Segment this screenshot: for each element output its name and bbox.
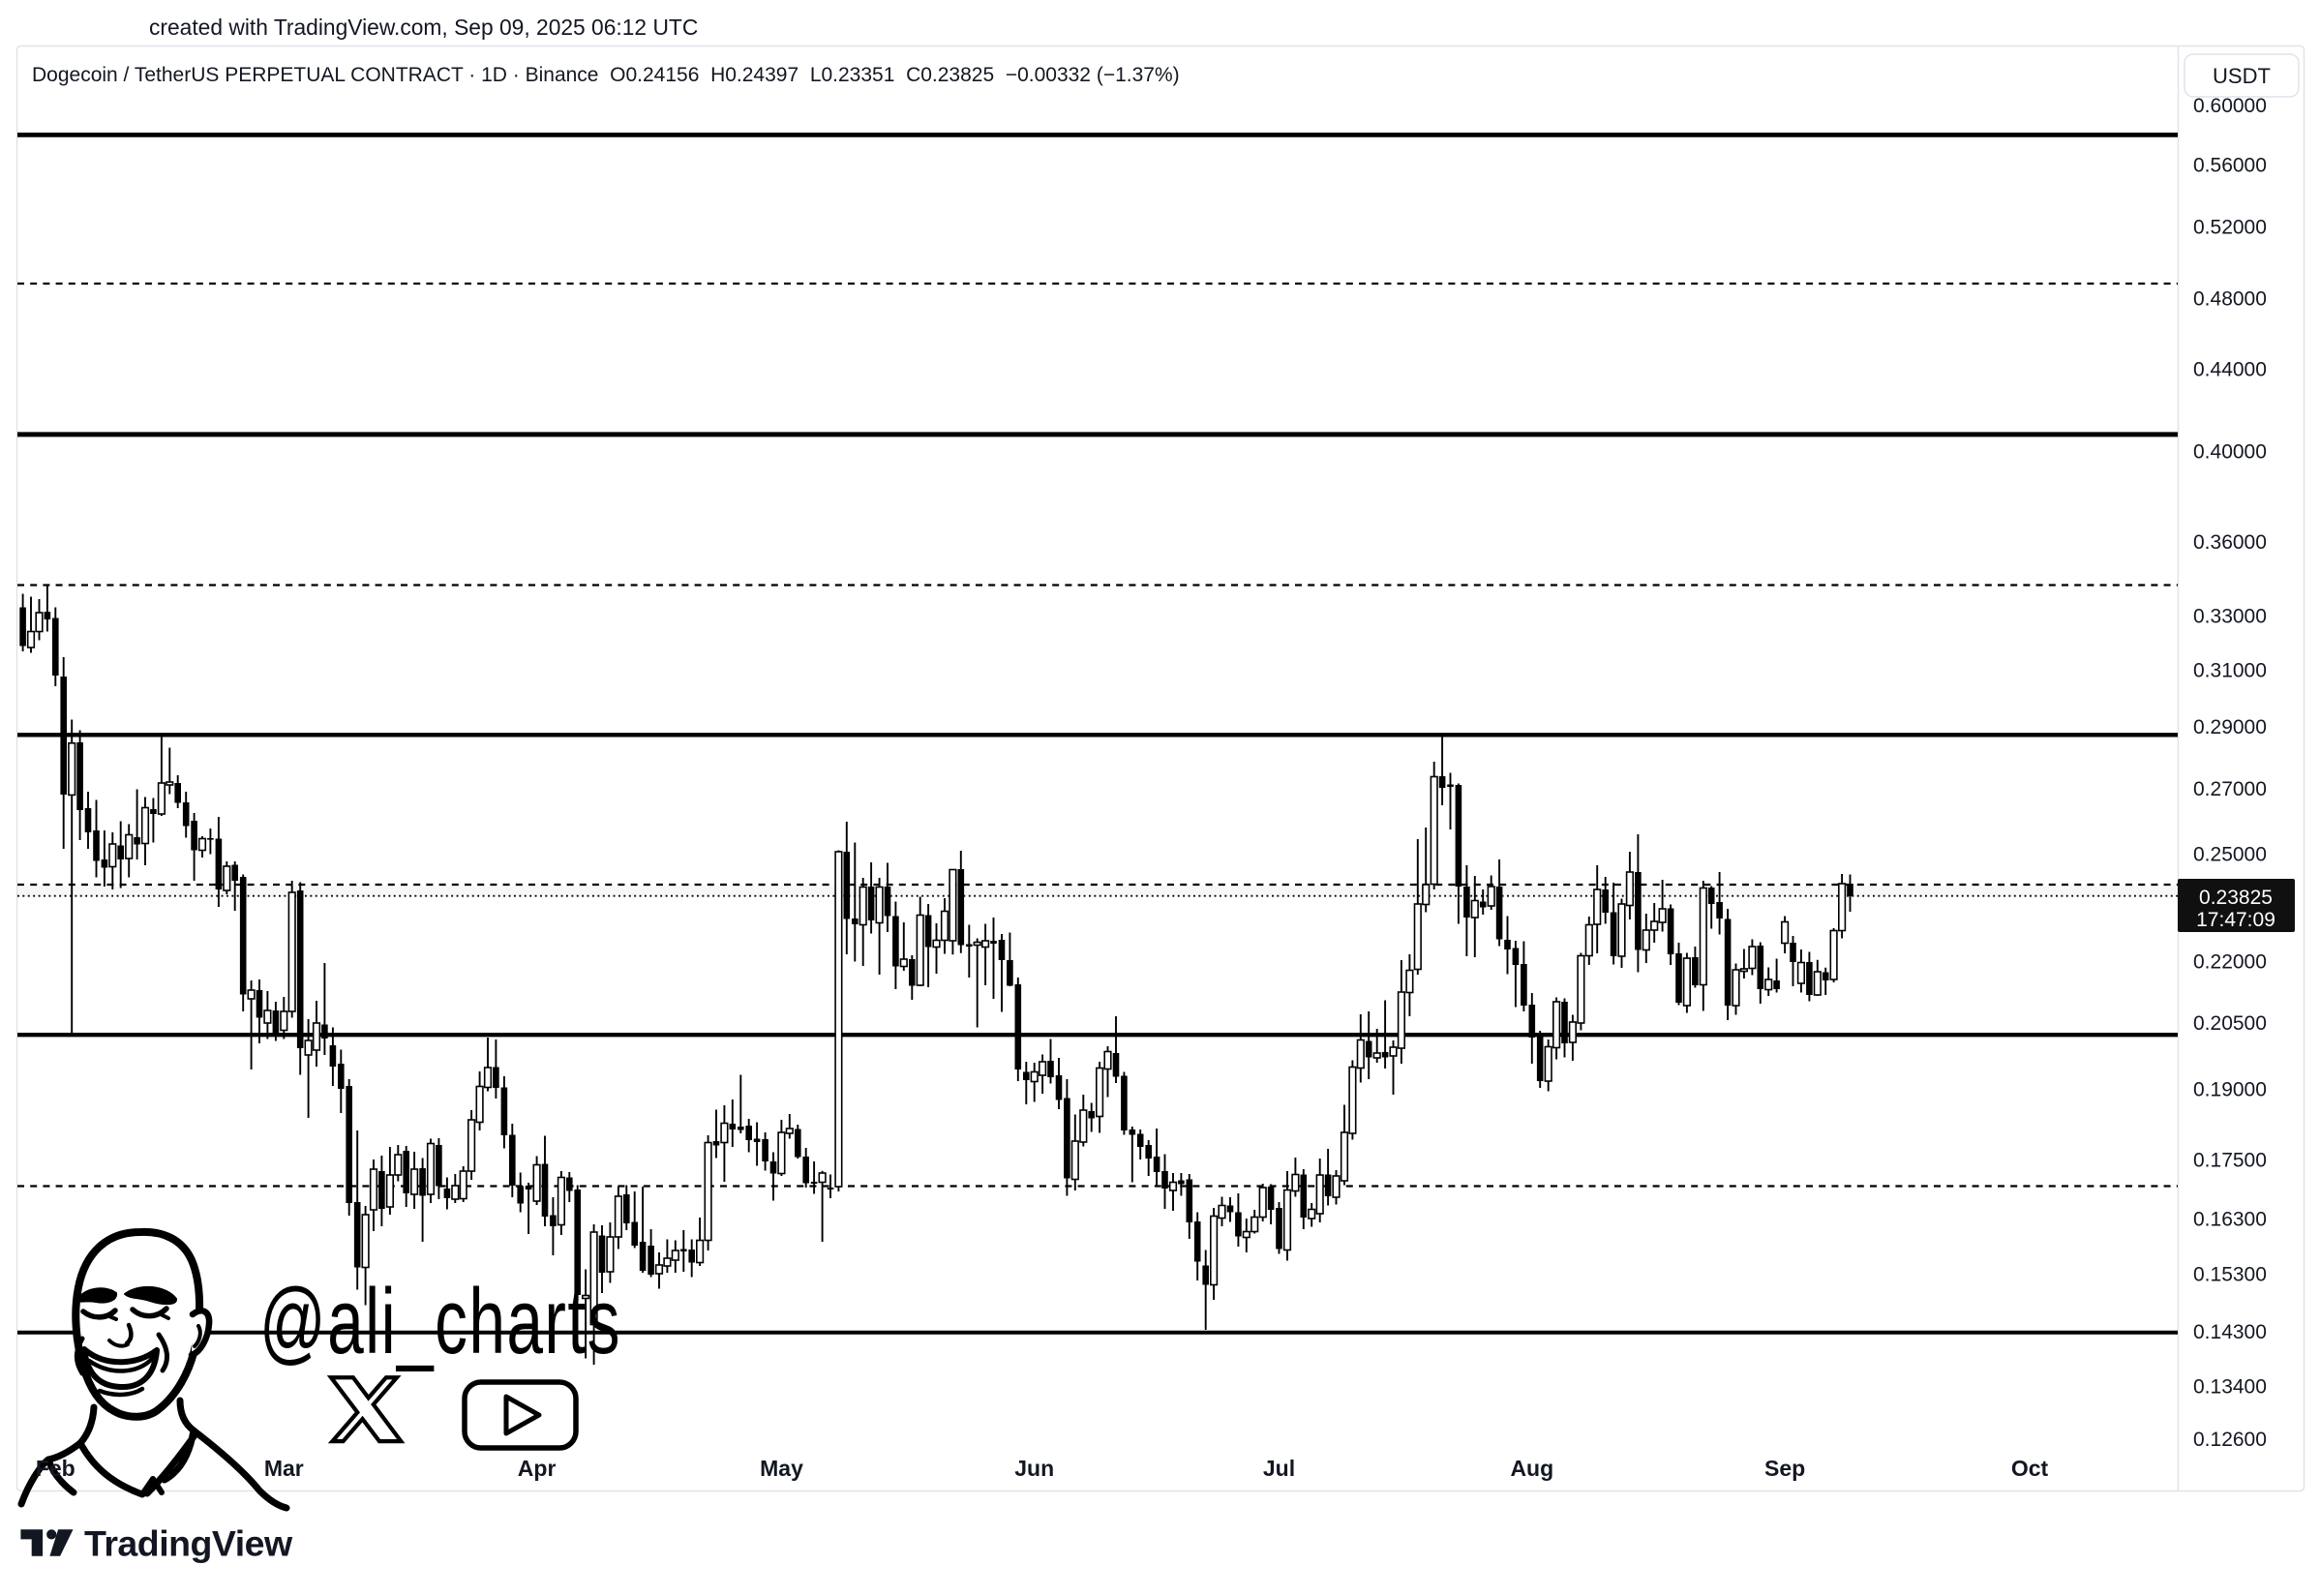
svg-text:Aug: Aug (1510, 1456, 1553, 1481)
svg-text:May: May (760, 1456, 803, 1481)
svg-text:0.13400: 0.13400 (2193, 1376, 2267, 1399)
svg-text:0.33000: 0.33000 (2193, 606, 2267, 628)
svg-text:Sep: Sep (1764, 1456, 1805, 1481)
svg-text:Mar: Mar (264, 1456, 304, 1481)
svg-text:Jun: Jun (1014, 1456, 1054, 1481)
svg-text:0.20500: 0.20500 (2193, 1012, 2267, 1035)
svg-text:Jul: Jul (1263, 1456, 1295, 1481)
svg-text:Apr: Apr (518, 1456, 557, 1481)
svg-text:0.23825: 0.23825 (2199, 887, 2273, 909)
svg-text:Oct: Oct (2011, 1456, 2049, 1481)
svg-text:0.19000: 0.19000 (2193, 1079, 2267, 1101)
svg-text:0.60000: 0.60000 (2193, 95, 2267, 117)
svg-text:0.56000: 0.56000 (2193, 155, 2267, 177)
svg-text:0.27000: 0.27000 (2193, 778, 2267, 800)
svg-text:@ali_charts: @ali_charts (259, 1269, 621, 1372)
svg-text:0.17500: 0.17500 (2193, 1150, 2267, 1172)
svg-text:0.44000: 0.44000 (2193, 359, 2267, 381)
svg-text:0.31000: 0.31000 (2193, 660, 2267, 682)
svg-text:0.16300: 0.16300 (2193, 1209, 2267, 1231)
svg-text:Feb: Feb (36, 1456, 75, 1481)
svg-text:created with TradingView.com,: created with TradingView.com, Sep 09, 20… (149, 15, 698, 40)
svg-text:0.25000: 0.25000 (2193, 844, 2267, 866)
svg-text:USDT: USDT (2213, 64, 2271, 88)
svg-text:0.36000: 0.36000 (2193, 531, 2267, 554)
svg-text:Dogecoin / TetherUS PERPETUAL: Dogecoin / TetherUS PERPETUAL CONTRACT ·… (32, 64, 1180, 86)
svg-text:0.48000: 0.48000 (2193, 288, 2267, 311)
svg-text:0.40000: 0.40000 (2193, 441, 2267, 464)
svg-text:TradingView: TradingView (84, 1523, 293, 1564)
svg-text:0.22000: 0.22000 (2193, 951, 2267, 974)
svg-text:0.52000: 0.52000 (2193, 217, 2267, 239)
svg-text:0.14300: 0.14300 (2193, 1321, 2267, 1343)
svg-text:0.12600: 0.12600 (2193, 1429, 2267, 1451)
svg-text:17:47:09: 17:47:09 (2196, 909, 2275, 931)
svg-text:0.29000: 0.29000 (2193, 716, 2267, 738)
svg-text:0.15300: 0.15300 (2193, 1264, 2267, 1286)
